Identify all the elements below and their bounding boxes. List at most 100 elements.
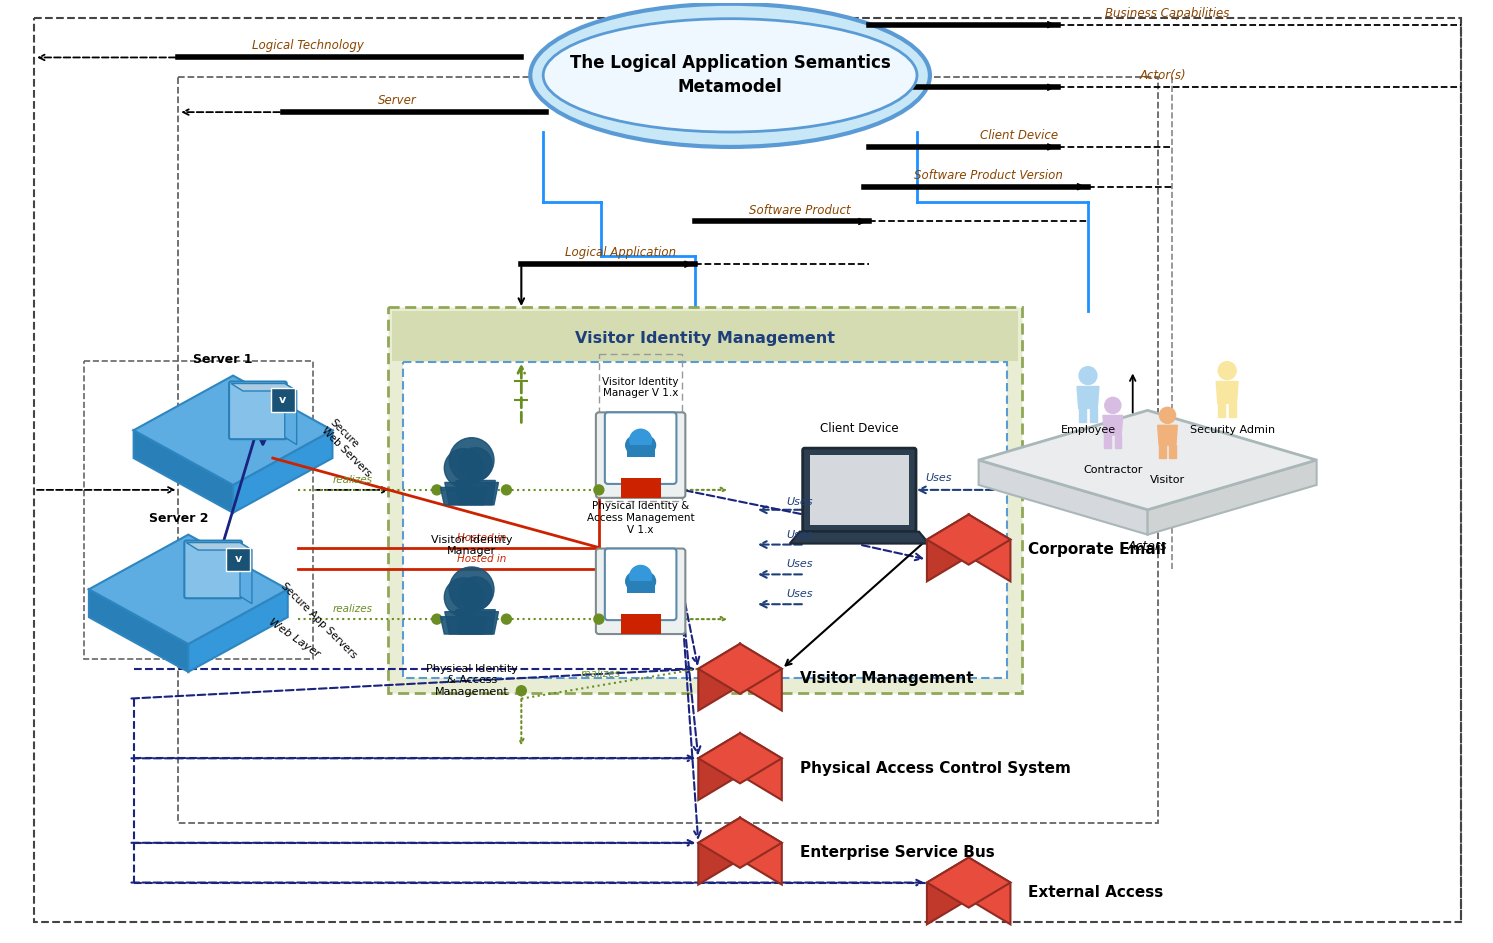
Text: Contractor: Contractor [1082, 465, 1142, 475]
FancyBboxPatch shape [228, 382, 287, 439]
Circle shape [630, 429, 651, 451]
Text: Business Capabilities: Business Capabilities [1105, 7, 1230, 20]
FancyBboxPatch shape [270, 389, 294, 412]
Polygon shape [240, 542, 252, 604]
Text: Software Product: Software Product [749, 204, 851, 217]
Polygon shape [1115, 435, 1121, 448]
Ellipse shape [530, 4, 930, 147]
Polygon shape [285, 384, 297, 445]
FancyBboxPatch shape [388, 307, 1023, 693]
Text: External Access: External Access [1029, 885, 1163, 900]
Text: Server 1: Server 1 [194, 353, 252, 366]
Circle shape [431, 485, 442, 495]
Polygon shape [927, 515, 969, 581]
Text: Logical Technology: Logical Technology [252, 40, 363, 53]
Polygon shape [790, 532, 929, 543]
Circle shape [445, 449, 484, 488]
Text: Metamodel: Metamodel [678, 78, 782, 96]
Text: Uses: Uses [787, 530, 812, 539]
Circle shape [626, 437, 643, 455]
Polygon shape [978, 460, 1148, 535]
Text: v: v [279, 395, 287, 405]
Polygon shape [927, 857, 969, 924]
Polygon shape [134, 375, 333, 485]
Circle shape [594, 485, 603, 495]
Circle shape [630, 566, 651, 587]
Polygon shape [445, 483, 499, 505]
FancyBboxPatch shape [184, 540, 242, 598]
Polygon shape [455, 480, 496, 505]
Text: Secure App Servers: Secure App Servers [279, 581, 358, 660]
Polygon shape [1159, 445, 1166, 457]
Text: Logical Application: Logical Application [566, 246, 676, 259]
Polygon shape [741, 818, 782, 885]
Polygon shape [134, 430, 233, 513]
Circle shape [626, 572, 643, 590]
Polygon shape [90, 589, 188, 671]
Polygon shape [1169, 445, 1176, 457]
Polygon shape [233, 430, 333, 513]
Circle shape [517, 686, 527, 696]
Text: Employee: Employee [1060, 425, 1115, 436]
Polygon shape [1229, 404, 1236, 418]
Polygon shape [1078, 408, 1085, 422]
Polygon shape [969, 515, 1011, 581]
Text: realizes: realizes [333, 475, 372, 485]
Circle shape [638, 572, 655, 590]
Text: Uses: Uses [926, 473, 953, 483]
Polygon shape [1105, 435, 1111, 448]
Polygon shape [699, 644, 741, 711]
Polygon shape [440, 617, 487, 634]
FancyBboxPatch shape [605, 412, 676, 484]
Polygon shape [741, 734, 782, 800]
Polygon shape [1076, 387, 1099, 408]
Text: Uses: Uses [787, 559, 812, 570]
FancyBboxPatch shape [621, 614, 660, 634]
FancyBboxPatch shape [403, 362, 1008, 678]
FancyBboxPatch shape [596, 549, 685, 634]
Text: Server: Server [378, 94, 417, 108]
Polygon shape [440, 488, 487, 505]
Text: Hosted in: Hosted in [457, 533, 506, 542]
Circle shape [445, 578, 484, 617]
Text: Server 2: Server 2 [149, 512, 208, 524]
Polygon shape [187, 542, 252, 550]
Polygon shape [1217, 382, 1238, 404]
Text: Uses: Uses [787, 497, 812, 506]
FancyBboxPatch shape [809, 455, 909, 524]
FancyBboxPatch shape [803, 448, 917, 532]
Text: Physical Access Control System: Physical Access Control System [800, 761, 1070, 776]
Polygon shape [1148, 460, 1317, 535]
Text: The Logical Application Semantics: The Logical Application Semantics [570, 55, 890, 73]
FancyBboxPatch shape [225, 548, 249, 571]
Text: Actor(s): Actor(s) [1139, 69, 1185, 82]
Circle shape [502, 614, 512, 624]
Text: Visitor Management: Visitor Management [800, 671, 973, 687]
Polygon shape [741, 644, 782, 711]
Circle shape [460, 577, 493, 610]
Text: Visitor Identity
Manager: Visitor Identity Manager [431, 535, 512, 556]
Polygon shape [1218, 404, 1224, 418]
Text: Software Product Version: Software Product Version [914, 169, 1063, 182]
Polygon shape [231, 384, 297, 391]
FancyBboxPatch shape [627, 581, 654, 593]
Polygon shape [927, 857, 1011, 907]
Polygon shape [1090, 408, 1097, 422]
Text: Client Device: Client Device [820, 422, 899, 436]
Text: Visitor Identity
Manager V 1.x: Visitor Identity Manager V 1.x [602, 377, 679, 399]
Circle shape [449, 438, 494, 483]
Polygon shape [699, 818, 741, 885]
Text: Secure
Web Servers: Secure Web Servers [320, 418, 382, 479]
Polygon shape [188, 589, 288, 671]
FancyBboxPatch shape [627, 445, 654, 457]
Polygon shape [699, 734, 782, 784]
Text: Actors: Actors [1127, 539, 1168, 553]
FancyBboxPatch shape [393, 311, 1018, 360]
Polygon shape [699, 734, 741, 800]
Circle shape [1105, 397, 1121, 413]
Polygon shape [90, 535, 288, 644]
Polygon shape [1157, 425, 1178, 445]
FancyBboxPatch shape [621, 478, 660, 498]
Polygon shape [1103, 416, 1123, 435]
Circle shape [460, 448, 493, 480]
